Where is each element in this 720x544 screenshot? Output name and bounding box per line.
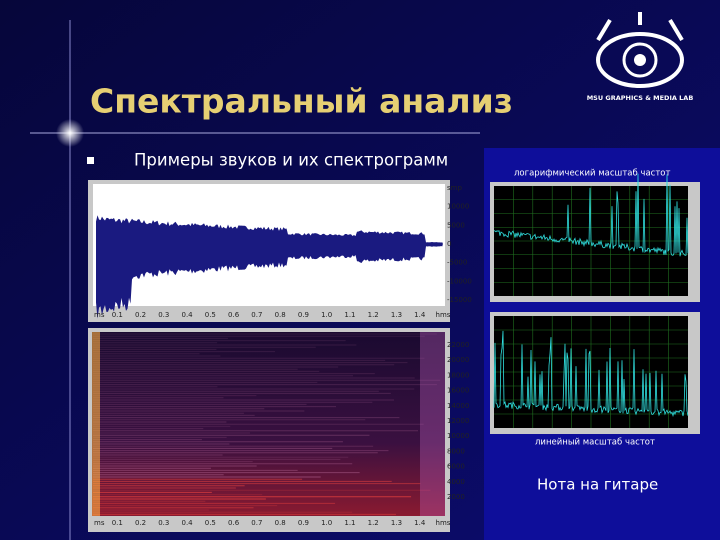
- y-axis-label: 18000: [447, 371, 469, 379]
- y-axis-label: 20000: [447, 356, 469, 364]
- note-caption: Нота на гитаре: [537, 476, 658, 494]
- bullet-text: Примеры звуков и их спектрограмм: [134, 151, 448, 170]
- x-axis-label: 1.2: [368, 519, 379, 527]
- x-axis-label: 0.4: [181, 311, 193, 319]
- y-axis-label: smp: [447, 184, 462, 192]
- x-axis-label: 1.3: [391, 311, 402, 319]
- y-axis-label: 2000: [447, 493, 465, 501]
- spectrogram-panel: ms 0.1 0.2 0.3 0.4 0.5 0.6 0.7 0.8 0.9 1.0 1.1 1.2 1.…: [88, 328, 469, 532]
- x-axis-label: 0.5: [205, 519, 216, 527]
- x-axis-label: 0.2: [135, 519, 146, 527]
- waveform: [96, 215, 443, 319]
- spectrum-line: [493, 330, 689, 418]
- y-axis-label: 5000: [447, 221, 465, 229]
- y-axis-label: 10000: [447, 203, 469, 211]
- x-axis-label: ms: [94, 519, 105, 527]
- y-axis-label: 0: [447, 240, 451, 248]
- y-axis-label: -15000: [447, 296, 472, 304]
- x-axis-label: 0.6: [228, 311, 240, 319]
- bullet-marker: [87, 157, 94, 164]
- y-axis-label: 12000: [447, 417, 469, 425]
- waveform-panel: ms 0.1 0.2 0.3 0.4 0.5 0.6 0.7 0.8 0.9 1.0 1.1 1.2 1.…: [88, 180, 472, 322]
- y-axis-label: 14000: [447, 402, 469, 410]
- linear-spectrum-panel: [490, 312, 700, 434]
- y-axis-label: -5000: [447, 259, 467, 267]
- x-axis-label: hms: [436, 519, 451, 527]
- y-axis-label: 10000: [447, 432, 469, 440]
- y-axis-label: 8000: [447, 447, 465, 455]
- log-spectrum-panel: [490, 173, 700, 302]
- y-axis-label: 6000: [447, 463, 465, 471]
- x-axis-label: 1.1: [344, 311, 355, 319]
- x-axis-label: 0.8: [275, 519, 286, 527]
- x-axis-label: ms: [94, 311, 105, 319]
- x-axis-label: 0.4: [181, 519, 193, 527]
- y-axis-label: 16000: [447, 387, 469, 395]
- x-axis-label: 1.4: [414, 519, 426, 527]
- x-axis-label: 0.6: [228, 519, 240, 527]
- y-axis-label: -10000: [447, 277, 472, 285]
- x-axis-label: 1.0: [321, 311, 332, 319]
- x-axis-label: 1.0: [321, 519, 332, 527]
- x-axis-label: 1.2: [368, 311, 379, 319]
- log-caption: логарифмический масштаб частот: [514, 169, 670, 179]
- x-axis-label: 0.3: [158, 519, 169, 527]
- logo-text: MSU GRAPHICS & MEDIA LAB: [587, 94, 694, 102]
- spectrogram-onset: [92, 332, 100, 516]
- x-axis-label: 0.8: [275, 311, 286, 319]
- title: Спектральный анализ: [90, 82, 513, 121]
- x-axis-label: hms: [436, 311, 451, 319]
- x-axis-label: 0.2: [135, 311, 146, 319]
- x-axis-label: 0.9: [298, 519, 309, 527]
- x-axis-label: 0.1: [112, 311, 123, 319]
- x-axis-label: 0.9: [298, 311, 309, 319]
- x-axis-label: 0.1: [112, 519, 123, 527]
- linear-caption: линейный масштаб частот: [535, 438, 655, 448]
- x-axis-label: 1.1: [344, 519, 355, 527]
- x-axis-label: 1.3: [391, 519, 402, 527]
- crosshair-glow: [56, 119, 84, 147]
- x-axis-label: 1.4: [414, 311, 426, 319]
- spectrogram-tail: [420, 332, 445, 516]
- x-axis-label: 0.7: [251, 311, 262, 319]
- y-axis-label: 4000: [447, 478, 465, 486]
- x-axis-label: 0.3: [158, 311, 169, 319]
- y-axis-label: 22000: [447, 341, 469, 349]
- logo: MSU GRAPHICS & MEDIA LAB: [587, 12, 694, 102]
- x-axis-label: 0.7: [251, 519, 262, 527]
- x-axis-label: 0.5: [205, 311, 216, 319]
- spectrum-line: [493, 173, 689, 257]
